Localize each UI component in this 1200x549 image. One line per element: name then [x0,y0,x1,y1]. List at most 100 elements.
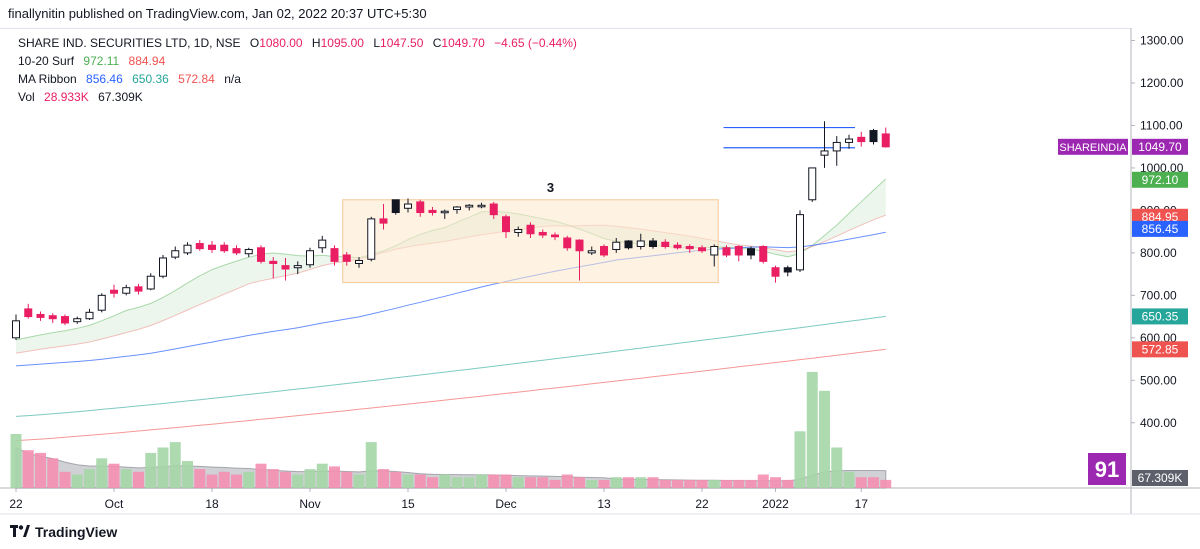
candle [869,128,878,145]
candle-body [428,209,437,214]
candle [759,245,768,264]
candle-body [514,229,523,233]
volume-bar [182,461,193,488]
candle-body [24,308,33,318]
score-badge [1088,453,1126,485]
candle-body [220,244,229,252]
volume-bar [549,479,561,488]
candle-body [661,241,670,247]
price-label-value: 1049.70 [1138,140,1182,154]
low-value: L1047.50 [373,36,424,50]
candle-body [734,245,743,256]
volume-bar [255,463,267,488]
candle-body [232,248,241,254]
candle [379,204,388,230]
volume-bar [47,458,59,488]
candle-body [453,206,461,211]
candle-body [342,254,351,262]
ribbon-name: MA Ribbon [18,72,77,86]
candle [502,214,510,238]
vol-value-2: 67.309K [98,90,143,104]
candle [73,316,82,324]
candle-body [404,203,412,209]
legend-vol-row[interactable]: Vol 28.933K 67.309K [18,88,583,106]
volume-bar [378,469,389,488]
symbol-title: SHARE IND. SECURITIES LTD, 1D, NSE [18,36,241,50]
candle [636,233,645,250]
price-label-bg [1132,171,1188,188]
price-label-value: 67.309K [1138,471,1183,485]
candle-body [808,167,817,201]
candle-body [146,275,155,290]
volume-bar [525,477,536,488]
candle [661,239,670,249]
candle [489,201,498,219]
candle-body [600,245,608,256]
candle [673,242,682,250]
volume-bar [120,469,132,488]
candle-body [61,316,69,324]
candle-body [183,244,192,254]
x-tick-label: 15 [401,497,415,511]
x-tick-label: Dec [495,497,516,511]
candle-body [698,247,706,252]
candle [159,254,167,279]
volume-bar [757,474,769,488]
candle-body [208,244,216,250]
volume-bar [659,479,671,488]
candle-body [881,133,890,148]
ribbon-value-4: n/a [224,72,241,86]
candle-body [538,231,547,236]
candle [416,199,425,217]
candle [404,198,412,213]
candle [698,245,706,253]
candle [257,245,265,264]
volume-bar [721,479,732,488]
candle [440,209,449,219]
legend-surf-row[interactable]: 10-20 Surf 972.11 884.94 [18,52,583,70]
volume-bar [708,479,720,488]
symbol-tag [1058,138,1128,155]
candle-body [440,210,449,214]
candle-body [110,289,118,294]
x-tick-label: Nov [299,497,320,511]
volume-bar [194,469,206,488]
candle [747,246,755,260]
candle [820,121,829,168]
candle [281,257,290,281]
candle-body [36,313,45,318]
volume-bar [647,477,659,488]
candle [110,284,118,298]
volume-bar [267,469,279,488]
candle-body [97,294,106,311]
legend-ribbon-row[interactable]: MA Ribbon 856.46 650.36 572.84 n/a [18,70,583,88]
tradingview-logo-icon [10,524,30,540]
candle [881,127,890,148]
ribbon-value-2: 650.36 [132,72,169,86]
published-line: finallynitin published on TradingView.co… [8,6,427,21]
legend-symbol-row[interactable]: SHARE IND. SECURITIES LTD, 1D, NSE O1080… [18,34,583,52]
x-tick-label: 13 [597,497,611,511]
candle-body [367,218,376,260]
ribbon-value-1: 856.46 [86,72,123,86]
candle [428,206,437,216]
chart-legend: SHARE IND. SECURITIES LTD, 1D, NSE O1080… [18,34,583,106]
candle-body [134,286,143,292]
candle [722,245,731,258]
volume-bar [561,474,573,488]
volume-bar [427,477,438,488]
volume-bar [843,471,855,488]
volume-bar [623,477,634,488]
candle-body [502,216,510,233]
candle [514,226,523,237]
candle [624,240,633,250]
candle-body [281,265,290,270]
volume-bar [84,469,95,488]
candle-body [759,245,768,262]
y-tick-label: 1100.00 [1140,118,1183,132]
volume-bar [145,452,157,488]
volume-bar [451,477,463,488]
volume-bar [10,434,22,488]
candle-body [845,138,853,143]
